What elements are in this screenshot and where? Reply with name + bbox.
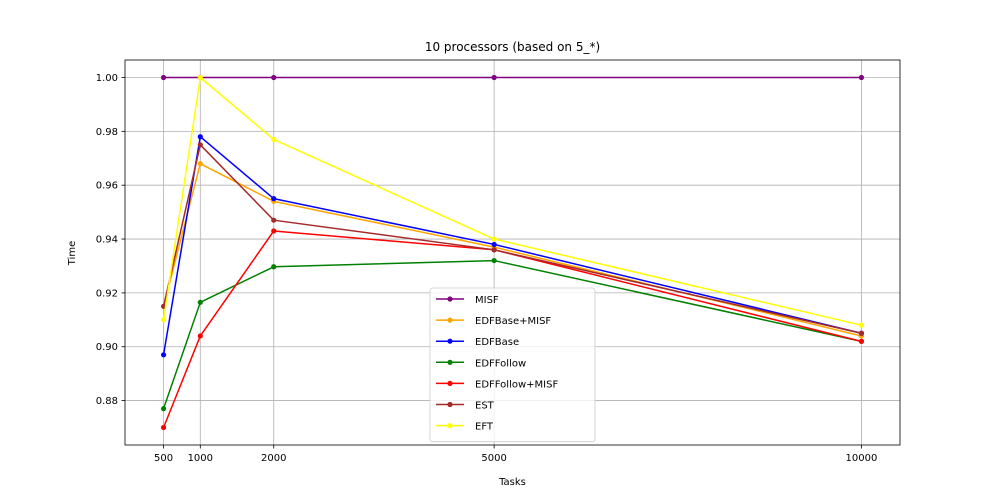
data-point bbox=[197, 333, 203, 339]
legend-label: EDFBase bbox=[475, 337, 519, 348]
data-point bbox=[271, 228, 277, 234]
data-point bbox=[491, 247, 497, 253]
legend-item: EFT bbox=[436, 422, 494, 433]
data-point bbox=[160, 424, 167, 431]
y-tick-label: 0.88 bbox=[96, 396, 118, 407]
data-point bbox=[160, 406, 167, 412]
legend-swatch-marker bbox=[447, 338, 453, 344]
legend-item: EDFBase bbox=[436, 337, 519, 348]
data-point bbox=[858, 74, 865, 81]
legend-swatch-marker bbox=[447, 380, 453, 386]
x-tick-label: 10000 bbox=[846, 453, 878, 464]
data-point bbox=[197, 299, 203, 305]
legend-item: EST bbox=[436, 401, 495, 412]
x-tick-label: 5000 bbox=[481, 453, 506, 464]
x-tick-label: 500 bbox=[154, 453, 173, 464]
x-tick-label: 1000 bbox=[188, 453, 213, 464]
legend-item: EDFFollow+MISF bbox=[436, 379, 558, 390]
legend-item: MISF bbox=[436, 295, 499, 306]
legend: MISF EDFBase+MISF EDFBase EDFFollow EDFFollo… bbox=[429, 287, 596, 443]
y-tick-label: 0.94 bbox=[96, 235, 118, 246]
y-tick-label: 0.92 bbox=[96, 288, 118, 299]
y-tick-label: 0.90 bbox=[96, 342, 118, 353]
data-point bbox=[491, 236, 497, 242]
data-point bbox=[160, 317, 167, 323]
series-edfbase bbox=[160, 134, 865, 358]
data-point bbox=[271, 74, 277, 81]
x-axis-label: Tasks bbox=[498, 477, 526, 488]
data-point bbox=[197, 74, 203, 81]
series-eft bbox=[160, 74, 865, 328]
grid-lines bbox=[125, 60, 900, 445]
data-point bbox=[491, 257, 497, 264]
data-point bbox=[491, 241, 497, 248]
chart-title: 10 processors (based on 5_*) bbox=[425, 40, 600, 54]
data-point bbox=[197, 134, 203, 140]
legend-item: EDFFollow bbox=[436, 358, 526, 369]
y-tick-label: 0.96 bbox=[96, 181, 118, 192]
tick-labels: 500 1000 2000 5000 10000 0.88 0.90 0.92 0.94 0.96… bbox=[96, 73, 878, 464]
data-point bbox=[858, 338, 865, 344]
data-point bbox=[197, 161, 203, 167]
data-point bbox=[271, 136, 277, 143]
legend-label: EFT bbox=[475, 422, 494, 433]
data-point bbox=[858, 322, 865, 328]
y-tick-label: 1.00 bbox=[96, 73, 118, 84]
legend-swatch-marker bbox=[447, 401, 453, 408]
data-point bbox=[858, 330, 865, 336]
legend-item: EDFBase+MISF bbox=[436, 316, 551, 327]
data-point bbox=[491, 74, 497, 81]
x-tick-label: 2000 bbox=[261, 453, 286, 464]
data-point bbox=[271, 196, 277, 202]
legend-swatch-marker bbox=[447, 359, 453, 365]
legend-label: EDFFollow+MISF bbox=[475, 379, 558, 390]
legend-swatch-marker bbox=[447, 317, 453, 323]
legend-swatch-marker bbox=[447, 296, 453, 302]
y-tick-label: 0.98 bbox=[96, 127, 118, 138]
data-point bbox=[271, 217, 277, 223]
plot-frame bbox=[124, 59, 901, 446]
legend-label: EDFBase+MISF bbox=[475, 316, 551, 327]
data-point bbox=[160, 352, 167, 358]
series-layer bbox=[160, 74, 865, 431]
legend-label: EST bbox=[475, 401, 495, 412]
legend-box bbox=[429, 287, 596, 443]
axes bbox=[124, 59, 901, 446]
legend-swatch-marker bbox=[447, 423, 453, 429]
data-point bbox=[271, 264, 277, 270]
data-point bbox=[197, 142, 203, 148]
data-point bbox=[160, 74, 167, 81]
legend-label: EDFFollow bbox=[475, 358, 526, 369]
legend-label: MISF bbox=[475, 295, 499, 306]
y-axis-label: Time bbox=[67, 241, 78, 266]
series-est bbox=[160, 142, 865, 336]
